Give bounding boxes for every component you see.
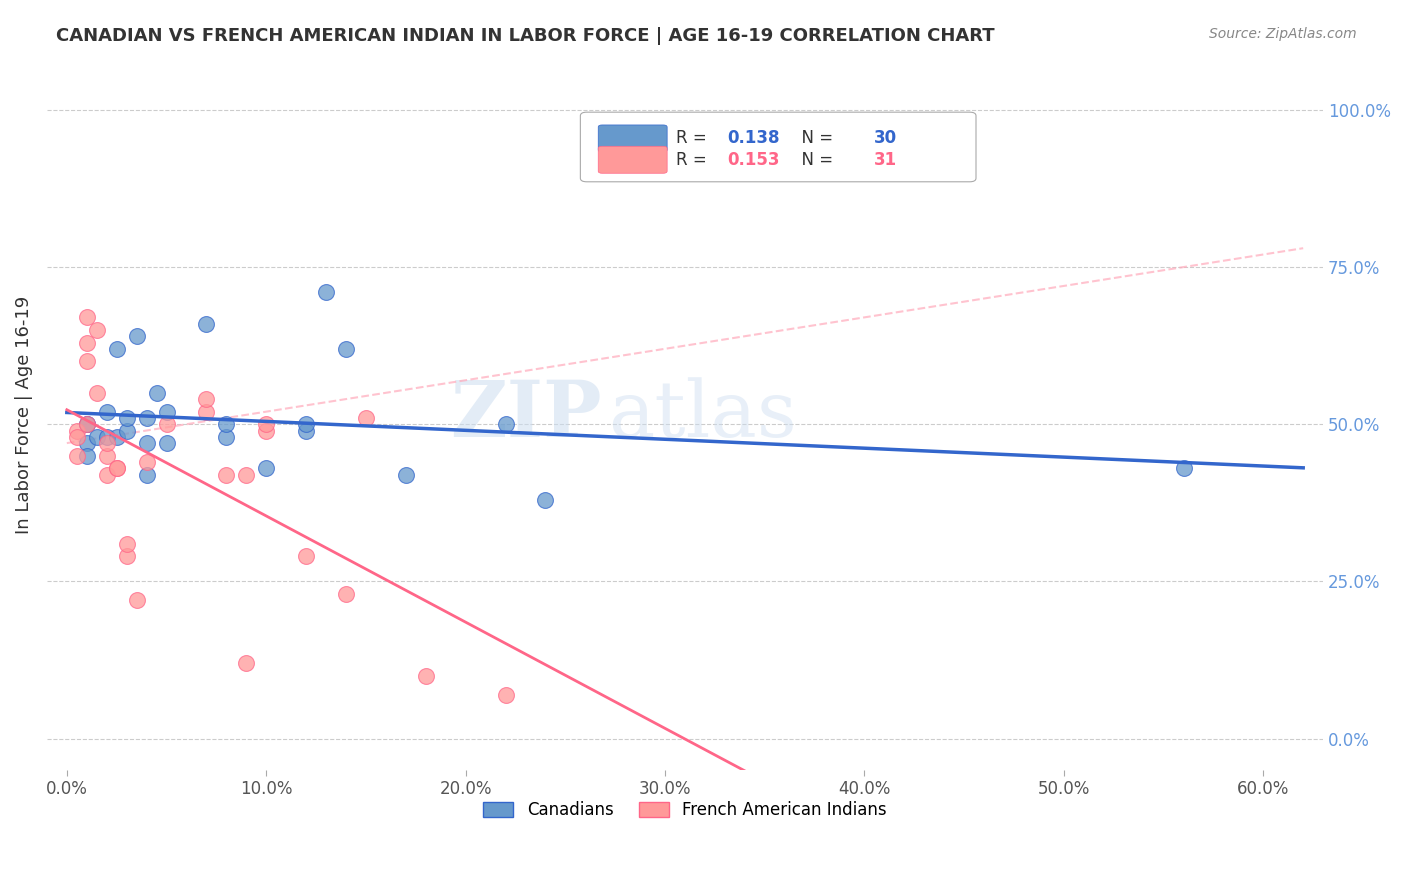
Point [395, 467, 418, 482]
Point [125, 329, 148, 343]
Point [76, 310, 98, 325]
Y-axis label: In Labor Force | Age 16-19: In Labor Force | Age 16-19 [15, 295, 32, 534]
Point [105, 342, 128, 356]
Text: N =: N = [792, 151, 838, 169]
Point [66, 424, 89, 438]
Point [1173, 461, 1195, 475]
Point [195, 392, 218, 406]
Point [66, 430, 89, 444]
Point [115, 424, 138, 438]
Text: R =: R = [676, 129, 711, 147]
Point [135, 411, 157, 425]
Point [254, 461, 277, 475]
Text: 31: 31 [875, 151, 897, 169]
Point [495, 417, 517, 432]
Point [105, 461, 128, 475]
Point [295, 417, 318, 432]
Point [135, 436, 157, 450]
Point [76, 436, 98, 450]
Text: R =: R = [676, 151, 711, 169]
FancyBboxPatch shape [598, 125, 666, 152]
Point [415, 669, 437, 683]
Point [534, 492, 557, 507]
Point [86, 323, 108, 337]
Point [335, 342, 357, 356]
Point [335, 587, 357, 601]
Point [155, 417, 177, 432]
Point [96, 430, 118, 444]
Text: N =: N = [792, 129, 838, 147]
Point [235, 467, 257, 482]
Point [115, 537, 138, 551]
Point [76, 449, 98, 463]
Text: atlas: atlas [609, 377, 797, 453]
Text: Source: ZipAtlas.com: Source: ZipAtlas.com [1209, 27, 1357, 41]
Point [105, 430, 128, 444]
Point [495, 688, 517, 702]
Point [315, 285, 337, 300]
Point [254, 424, 277, 438]
Point [66, 449, 89, 463]
Point [86, 385, 108, 400]
Point [76, 417, 98, 432]
Point [96, 436, 118, 450]
Point [135, 455, 157, 469]
Point [235, 656, 257, 670]
Point [96, 467, 118, 482]
Point [76, 335, 98, 350]
Point [295, 549, 318, 564]
Point [115, 549, 138, 564]
Point [254, 417, 277, 432]
Point [195, 317, 218, 331]
Point [115, 411, 138, 425]
Point [105, 461, 128, 475]
Point [354, 411, 377, 425]
FancyBboxPatch shape [581, 112, 976, 182]
Point [76, 354, 98, 368]
Point [96, 404, 118, 418]
Point [295, 424, 318, 438]
Point [155, 436, 177, 450]
Point [76, 417, 98, 432]
Point [215, 417, 238, 432]
Point [96, 449, 118, 463]
Text: ZIP: ZIP [450, 376, 602, 453]
Point [215, 430, 238, 444]
Point [86, 430, 108, 444]
Text: CANADIAN VS FRENCH AMERICAN INDIAN IN LABOR FORCE | AGE 16-19 CORRELATION CHART: CANADIAN VS FRENCH AMERICAN INDIAN IN LA… [56, 27, 995, 45]
Point [155, 404, 177, 418]
Point [195, 404, 218, 418]
Point [215, 467, 238, 482]
Text: 0.153: 0.153 [727, 151, 780, 169]
Legend: Canadians, French American Indians: Canadians, French American Indians [477, 794, 893, 826]
Point [125, 593, 148, 607]
Point [135, 467, 157, 482]
Text: 30: 30 [875, 129, 897, 147]
Point [145, 385, 167, 400]
Text: 0.138: 0.138 [727, 129, 780, 147]
FancyBboxPatch shape [598, 146, 666, 173]
Point [76, 417, 98, 432]
